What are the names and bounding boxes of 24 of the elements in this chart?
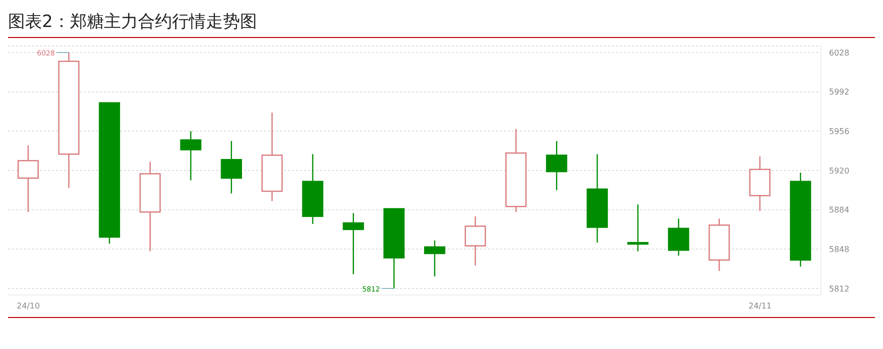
candlestick [586,154,608,244]
chart-title: 图表2：郑糖主力合约行情走势图 [8,8,875,38]
candlestick [464,216,486,266]
candlestick [424,240,446,278]
y-tick-label: 5812 [829,284,850,294]
y-tick-label: 5956 [829,127,850,136]
y-tick-label: 5884 [829,206,850,215]
y-tick-label: 5848 [829,244,850,254]
candlestick [708,218,730,272]
candlestick [58,52,80,189]
y-tick-label: 5992 [829,88,850,97]
candlestick [140,161,161,252]
candlestick [220,140,242,194]
x-tick-label: 24/11 [748,302,772,311]
candlestick [180,130,202,181]
candlestick [18,144,39,213]
y-tick-label: 6028 [829,48,850,58]
candlestick [546,140,568,191]
candlestick [342,212,364,275]
x-tick-label: 24/10 [16,302,40,311]
candlestick [749,156,770,212]
candlestick [261,112,283,202]
candlestick [302,154,324,225]
y-tick-label: 5920 [829,166,850,176]
